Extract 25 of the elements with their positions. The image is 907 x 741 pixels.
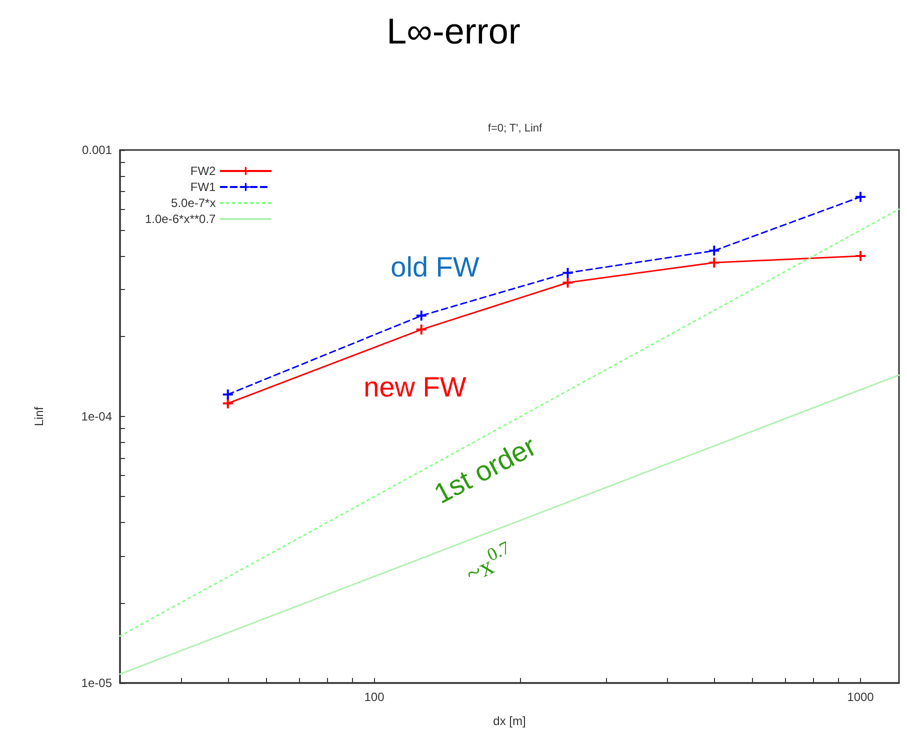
x-tick-label: 1000 <box>847 690 874 704</box>
legend-label: 5.0e-7*x <box>171 196 216 210</box>
annotation: 1st order <box>428 430 542 510</box>
point <box>562 278 573 288</box>
point <box>856 192 866 202</box>
point <box>709 246 720 256</box>
annotation: new FW <box>364 372 467 402</box>
chart-title: L∞-error <box>386 10 520 52</box>
point <box>562 268 573 278</box>
x-axis-title: dx [m] <box>493 714 526 728</box>
legend-label: FW2 <box>190 164 216 178</box>
point <box>416 310 426 321</box>
y-axis-title: Linf <box>32 406 46 426</box>
annotation: ~x0.7 <box>461 537 513 589</box>
legend-label: FW1 <box>190 180 216 194</box>
point <box>709 258 720 268</box>
point <box>416 324 426 335</box>
annotation: old FW <box>390 252 480 282</box>
y-tick-label: 1e-05 <box>81 676 112 690</box>
chart-subtitle: f=0; T', Linf <box>488 122 544 134</box>
y-tick-label: 0.001 <box>82 143 112 157</box>
y-tick-label: 1e-04 <box>81 410 112 424</box>
legend-label: 1.0e-6*x**0.7 <box>145 212 216 226</box>
x-tick-label: 100 <box>364 690 385 704</box>
point <box>856 251 866 262</box>
